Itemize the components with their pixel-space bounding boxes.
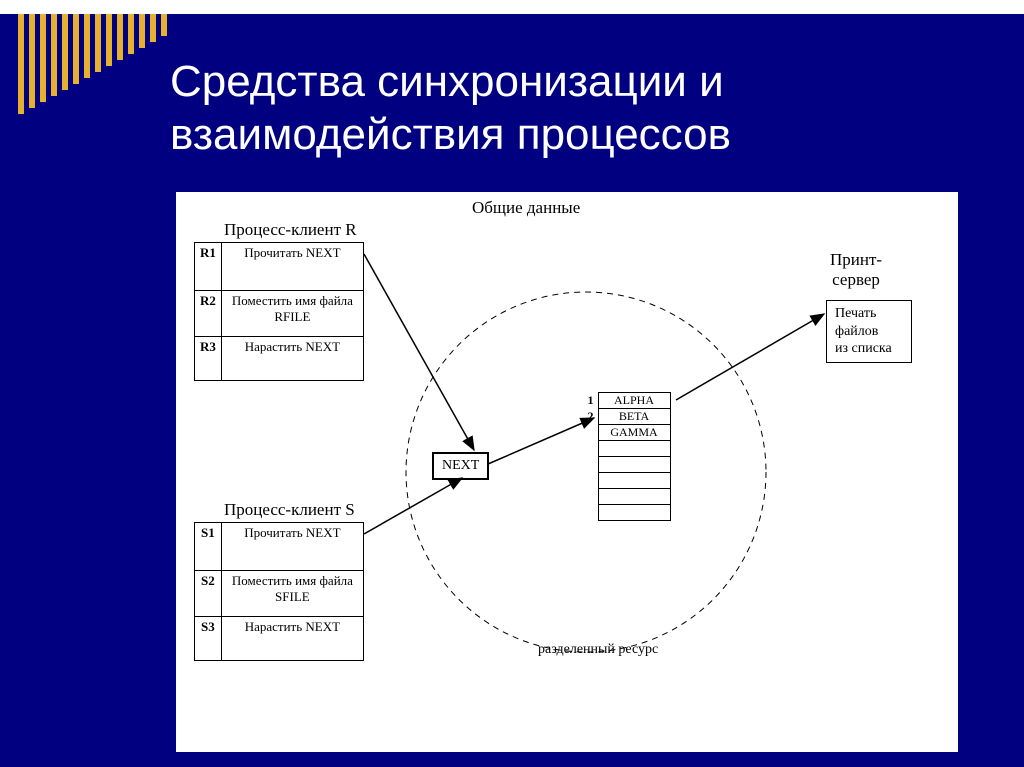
queue-index bbox=[584, 505, 598, 521]
label-shared-data: Общие данные bbox=[472, 198, 580, 218]
accent-stripe bbox=[95, 14, 101, 72]
queue-index bbox=[584, 441, 598, 457]
proc-row-action: Прочитать NEXT bbox=[221, 243, 363, 291]
proc-row-id: R3 bbox=[195, 337, 222, 381]
diagram-area: Общие данные Процесс-клиент R Процесс-кл… bbox=[176, 192, 958, 752]
queue-cell: BETA bbox=[598, 409, 670, 425]
accent-stripe bbox=[62, 14, 68, 90]
queue-index: 1 bbox=[584, 393, 598, 409]
label-client-r: Процесс-клиент R bbox=[224, 220, 357, 240]
proc-row-action: Нарастить NEXT bbox=[221, 337, 363, 381]
proc-row-action: Нарастить NEXT bbox=[221, 617, 363, 661]
queue-table: 1ALPHA2BETAGAMMA bbox=[584, 392, 671, 521]
slide-title: Средства синхронизации и взаимодействия … bbox=[170, 56, 1024, 162]
queue-cell bbox=[598, 489, 670, 505]
queue-cell bbox=[598, 441, 670, 457]
queue-index bbox=[584, 425, 598, 441]
label-shared-resource: разделенный ресурс bbox=[538, 642, 658, 658]
queue-cell bbox=[598, 505, 670, 521]
accent-stripe bbox=[84, 14, 90, 78]
accent-stripe bbox=[161, 14, 167, 36]
accent-stripe bbox=[18, 14, 24, 114]
label-client-s: Процесс-клиент S bbox=[224, 500, 355, 520]
accent-stripes bbox=[18, 14, 167, 114]
accent-stripe bbox=[106, 14, 112, 66]
proc-row-id: R2 bbox=[195, 291, 222, 337]
next-box: NEXT bbox=[432, 452, 489, 480]
accent-stripe bbox=[73, 14, 79, 84]
accent-stripe bbox=[128, 14, 134, 54]
queue-index bbox=[584, 473, 598, 489]
queue-cell bbox=[598, 473, 670, 489]
accent-stripe bbox=[51, 14, 57, 96]
accent-stripe bbox=[139, 14, 145, 48]
queue-cell: ALPHA bbox=[598, 393, 670, 409]
accent-stripe bbox=[150, 14, 156, 42]
accent-stripe bbox=[117, 14, 123, 60]
proc-row-id: R1 bbox=[195, 243, 222, 291]
proc-row-id: S1 bbox=[195, 523, 222, 571]
queue-cell bbox=[598, 457, 670, 473]
accent-stripe bbox=[29, 14, 35, 108]
queue-index: 2 bbox=[584, 409, 598, 425]
proc-row-id: S3 bbox=[195, 617, 222, 661]
queue-index bbox=[584, 489, 598, 505]
queue-index bbox=[584, 457, 598, 473]
top-bar bbox=[0, 0, 1024, 14]
print-server-box: Печать файлов из списка bbox=[826, 300, 912, 363]
accent-stripe bbox=[40, 14, 46, 102]
table-proc-s: S1Прочитать NEXTS2Поместить имя файла SF… bbox=[194, 522, 364, 661]
proc-row-action: Поместить имя файла RFILE bbox=[221, 291, 363, 337]
queue-cell: GAMMA bbox=[598, 425, 670, 441]
table-proc-r: R1Прочитать NEXTR2Поместить имя файла RF… bbox=[194, 242, 364, 381]
proc-row-action: Поместить имя файла SFILE bbox=[221, 571, 363, 617]
proc-row-id: S2 bbox=[195, 571, 222, 617]
label-print-server: Принт- сервер bbox=[830, 250, 882, 290]
proc-row-action: Прочитать NEXT bbox=[221, 523, 363, 571]
